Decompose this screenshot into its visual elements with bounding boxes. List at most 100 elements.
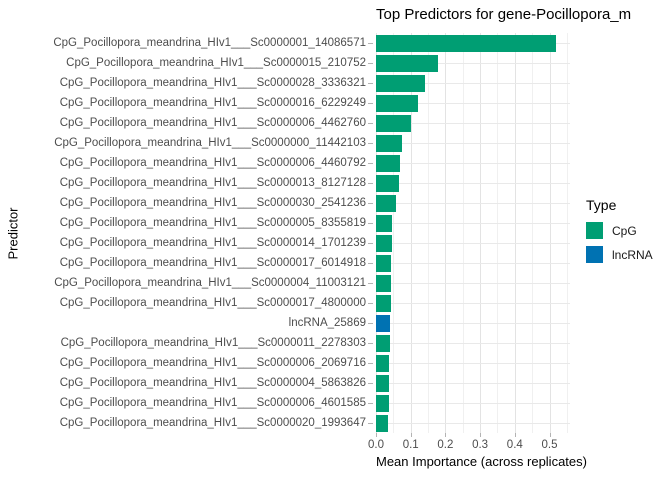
gridline-x-major bbox=[445, 33, 447, 433]
legend: Type CpG lncRNA bbox=[586, 197, 653, 270]
bar bbox=[376, 154, 400, 172]
x-tick-mark bbox=[514, 433, 516, 437]
x-tick-mark bbox=[376, 433, 377, 437]
y-tick-label: CpG_Pocillopora_meandrina_HIv1___Sc00000… bbox=[59, 197, 366, 209]
gridline-y bbox=[376, 123, 570, 124]
x-tick-mark bbox=[480, 433, 482, 437]
bar bbox=[376, 334, 390, 352]
gridline-y bbox=[376, 303, 570, 304]
y-tick-mark bbox=[368, 243, 373, 244]
legend-item: lncRNA bbox=[586, 246, 653, 263]
gridline-y bbox=[376, 223, 570, 224]
y-tick-label: CpG_Pocillopora_meandrina_HIv1___Sc00000… bbox=[59, 397, 366, 409]
gridline-x-minor bbox=[428, 33, 430, 433]
bar bbox=[376, 114, 412, 132]
gridline-y bbox=[376, 423, 570, 424]
legend-item-label: CpG bbox=[612, 223, 637, 238]
y-tick-label: CpG_Pocillopora_meandrina_HIv1___Sc00000… bbox=[59, 297, 366, 309]
y-tick-label: CpG_Pocillopora_meandrina_HIv1___Sc00000… bbox=[59, 377, 366, 389]
y-tick-label: CpG_Pocillopora_meandrina_HIv1___Sc00000… bbox=[59, 177, 366, 189]
y-tick-mark bbox=[368, 163, 373, 164]
gridline-y bbox=[376, 63, 570, 64]
bar bbox=[376, 354, 390, 372]
y-tick-label: CpG_Pocillopora_meandrina_HIv1___Sc00000… bbox=[53, 37, 366, 49]
bar bbox=[376, 254, 392, 272]
x-axis-title: Mean Importance (across replicates) bbox=[376, 454, 587, 469]
gridline-y bbox=[376, 263, 570, 264]
y-tick-mark bbox=[368, 303, 373, 304]
legend-item-label: lncRNA bbox=[612, 247, 653, 262]
x-tick-label: 0.4 bbox=[506, 439, 523, 451]
bar bbox=[376, 174, 399, 192]
gridline-x-major bbox=[376, 33, 377, 433]
y-tick-mark bbox=[368, 323, 373, 324]
gridline-y bbox=[376, 343, 570, 344]
bar bbox=[376, 394, 389, 412]
bar bbox=[376, 34, 557, 52]
y-tick-mark bbox=[368, 183, 373, 184]
bar bbox=[376, 94, 418, 112]
x-tick-label: 0.0 bbox=[368, 439, 384, 451]
gridline-x-major bbox=[549, 33, 551, 433]
bar bbox=[376, 314, 390, 332]
bar bbox=[376, 374, 390, 392]
gridline-y bbox=[376, 243, 570, 244]
gridline-x-minor bbox=[462, 33, 464, 433]
x-tick-label: 0.3 bbox=[472, 439, 489, 451]
bar bbox=[376, 294, 391, 312]
gridline-x-major bbox=[410, 33, 412, 433]
bar bbox=[376, 274, 392, 292]
plot-panel bbox=[376, 33, 570, 433]
y-tick-mark bbox=[368, 383, 373, 384]
gridline-y bbox=[376, 363, 570, 364]
gridline-y bbox=[376, 103, 570, 104]
gridline-x-major bbox=[480, 33, 482, 433]
gridline-x-minor bbox=[566, 33, 568, 433]
gridline-y bbox=[376, 403, 570, 404]
y-tick-label: CpG_Pocillopora_meandrina_HIv1___Sc00000… bbox=[59, 117, 366, 129]
gridline-y bbox=[376, 183, 570, 184]
legend-swatch bbox=[586, 246, 603, 263]
x-tick-mark bbox=[549, 433, 551, 437]
y-tick-label: lncRNA_25869 bbox=[288, 317, 366, 329]
legend-item: CpG bbox=[586, 222, 653, 239]
y-tick-label: CpG_Pocillopora_meandrina_HIv1___Sc00000… bbox=[59, 357, 366, 369]
gridline-y bbox=[376, 283, 570, 284]
gridline-y bbox=[376, 143, 570, 144]
y-tick-mark bbox=[368, 203, 373, 204]
x-tick-mark bbox=[445, 433, 447, 437]
y-tick-label: CpG_Pocillopora_meandrina_HIv1___Sc00000… bbox=[54, 277, 366, 289]
gridline-x-minor bbox=[532, 33, 534, 433]
y-tick-label: CpG_Pocillopora_meandrina_HIv1___Sc00000… bbox=[59, 237, 366, 249]
y-tick-label: CpG_Pocillopora_meandrina_HIv1___Sc00000… bbox=[59, 257, 366, 269]
legend-title: Type bbox=[586, 197, 617, 213]
y-tick-label: CpG_Pocillopora_meandrina_HIv1___Sc00000… bbox=[59, 97, 366, 109]
y-tick-mark bbox=[368, 43, 373, 44]
y-tick-mark bbox=[368, 223, 373, 224]
legend-swatch bbox=[586, 222, 603, 239]
y-tick-label: CpG_Pocillopora_meandrina_HIv1___Sc00000… bbox=[59, 217, 366, 229]
bar bbox=[376, 134, 403, 152]
bar bbox=[376, 54, 439, 72]
legend-items: CpG lncRNA bbox=[586, 222, 653, 263]
bar bbox=[376, 74, 426, 92]
x-tick-label: 0.2 bbox=[437, 439, 454, 451]
y-tick-mark bbox=[368, 83, 373, 84]
bar bbox=[376, 194, 397, 212]
y-tick-mark bbox=[368, 103, 373, 104]
y-tick-label: CpG_Pocillopora_meandrina_HIv1___Sc00000… bbox=[59, 417, 366, 429]
y-tick-label: CpG_Pocillopora_meandrina_HIv1___Sc00000… bbox=[60, 337, 366, 349]
gridline-x-major bbox=[514, 33, 516, 433]
y-tick-mark bbox=[368, 423, 373, 424]
y-tick-mark bbox=[368, 123, 373, 124]
y-tick-label: CpG_Pocillopora_meandrina_HIv1___Sc00000… bbox=[54, 137, 366, 149]
gridline-y bbox=[376, 383, 570, 384]
y-tick-label: CpG_Pocillopora_meandrina_HIv1___Sc00000… bbox=[59, 77, 366, 89]
gridline-y bbox=[376, 203, 570, 204]
y-tick-mark bbox=[368, 283, 373, 284]
x-tick-label: 0.5 bbox=[541, 439, 558, 451]
gridline-y bbox=[376, 163, 570, 164]
bar bbox=[376, 214, 393, 232]
x-tick-mark bbox=[410, 433, 412, 437]
